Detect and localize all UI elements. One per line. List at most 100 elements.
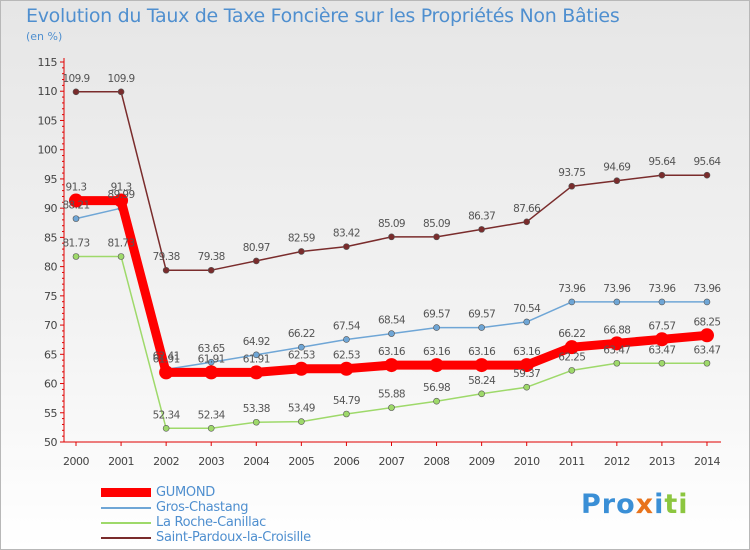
data-label: 79.38 [153,251,180,263]
data-point [72,215,80,222]
x-tick-label: 2012 [604,455,630,468]
logo-part: ti [664,489,689,520]
y-tick-label: 75 [44,290,57,303]
data-label: 52.34 [198,409,226,421]
data-label: 67.54 [333,320,361,332]
data-label: 86.37 [468,210,495,222]
data-label: 80.97 [243,242,270,254]
x-tick-label: 2010 [514,455,540,468]
y-tick-label: 80 [44,261,57,274]
chart-title: Evolution du Taux de Taxe Foncière sur l… [26,5,620,27]
y-tick-label: 115 [38,56,58,69]
data-label: 68.54 [378,315,406,327]
data-label: 53.49 [288,403,315,415]
data-point [564,340,579,355]
data-label: 63.47 [693,344,720,356]
x-tick-label: 2003 [198,455,224,468]
x-tick-label: 2000 [63,455,89,468]
y-tick-label: 70 [44,319,57,332]
data-point [252,351,260,359]
y-tick-label: 60 [44,378,57,391]
data-label: 61.91 [243,353,270,365]
logo-part: x [635,489,655,520]
x-tick-label: 2011 [559,455,585,468]
series-line [76,91,707,271]
data-point [609,336,624,351]
y-tick-label: 105 [38,114,58,127]
data-label: 73.96 [558,283,586,295]
data-label: 73.96 [693,283,721,295]
data-label: 93.75 [558,167,585,179]
data-label: 89.99 [108,189,135,201]
data-point [298,248,305,255]
data-label: 81.73 [62,238,89,250]
data-label: 87.66 [513,203,541,215]
data-point [433,324,440,331]
data-point [568,298,576,306]
data-point [388,330,395,337]
data-label: 88.21 [62,200,89,212]
data-label: 66.22 [558,328,585,340]
data-point [613,359,621,367]
data-label: 82.59 [288,232,315,244]
data-point [654,332,669,347]
data-label: 56.98 [423,382,450,394]
x-tick-label: 2006 [333,455,359,468]
data-label: 63.16 [423,346,451,358]
y-tick-label: 95 [44,173,57,186]
data-point [343,336,350,343]
data-point [478,324,485,331]
data-label: 66.22 [288,328,315,340]
data-label: 91.3 [111,182,132,194]
data-point [114,193,129,208]
data-point [117,253,125,260]
data-point [384,358,399,373]
legend-swatch [101,488,151,497]
logo-part: i [654,489,665,520]
data-point [523,318,531,326]
data-label: 62.41 [153,350,180,362]
data-point [339,361,354,376]
data-point [343,410,350,418]
data-label: 55.88 [378,389,405,401]
data-point [72,88,80,96]
data-label: 52.34 [153,409,181,421]
data-point [478,390,485,398]
data-point [207,266,215,274]
data-label: 83.42 [333,228,360,240]
data-point [519,358,534,373]
data-label: 62.53 [288,350,315,362]
data-label: 58.24 [468,375,496,387]
data-point [343,243,350,250]
data-label: 95.64 [648,156,676,168]
data-point [252,257,260,265]
data-label: 73.96 [603,283,631,295]
data-label: 109.9 [108,73,135,85]
data-point [703,298,711,306]
data-point [433,233,440,241]
data-point [294,361,309,376]
data-point [613,177,621,185]
data-point [658,359,666,367]
legend-label: Saint-Pardoux-la-Croisille [156,530,311,545]
data-label: 63.65 [198,343,225,355]
legend-label: La Roche-Canillac [156,515,266,530]
data-label: 63.47 [603,344,630,356]
data-label: 63.16 [468,346,496,358]
data-label: 69.57 [468,309,495,321]
data-point [523,218,531,226]
data-label: 85.09 [378,218,405,230]
data-label: 73.96 [648,283,676,295]
data-label: 67.57 [648,320,675,332]
data-label: 63.16 [513,346,541,358]
data-label: 85.09 [423,218,450,230]
data-point [613,298,621,306]
data-label: 68.25 [693,316,720,328]
proxiti-logo: Proxiti [581,489,689,520]
x-tick-label: 2007 [378,455,404,468]
data-point [162,425,170,432]
data-point [252,418,260,426]
data-point [249,365,264,380]
